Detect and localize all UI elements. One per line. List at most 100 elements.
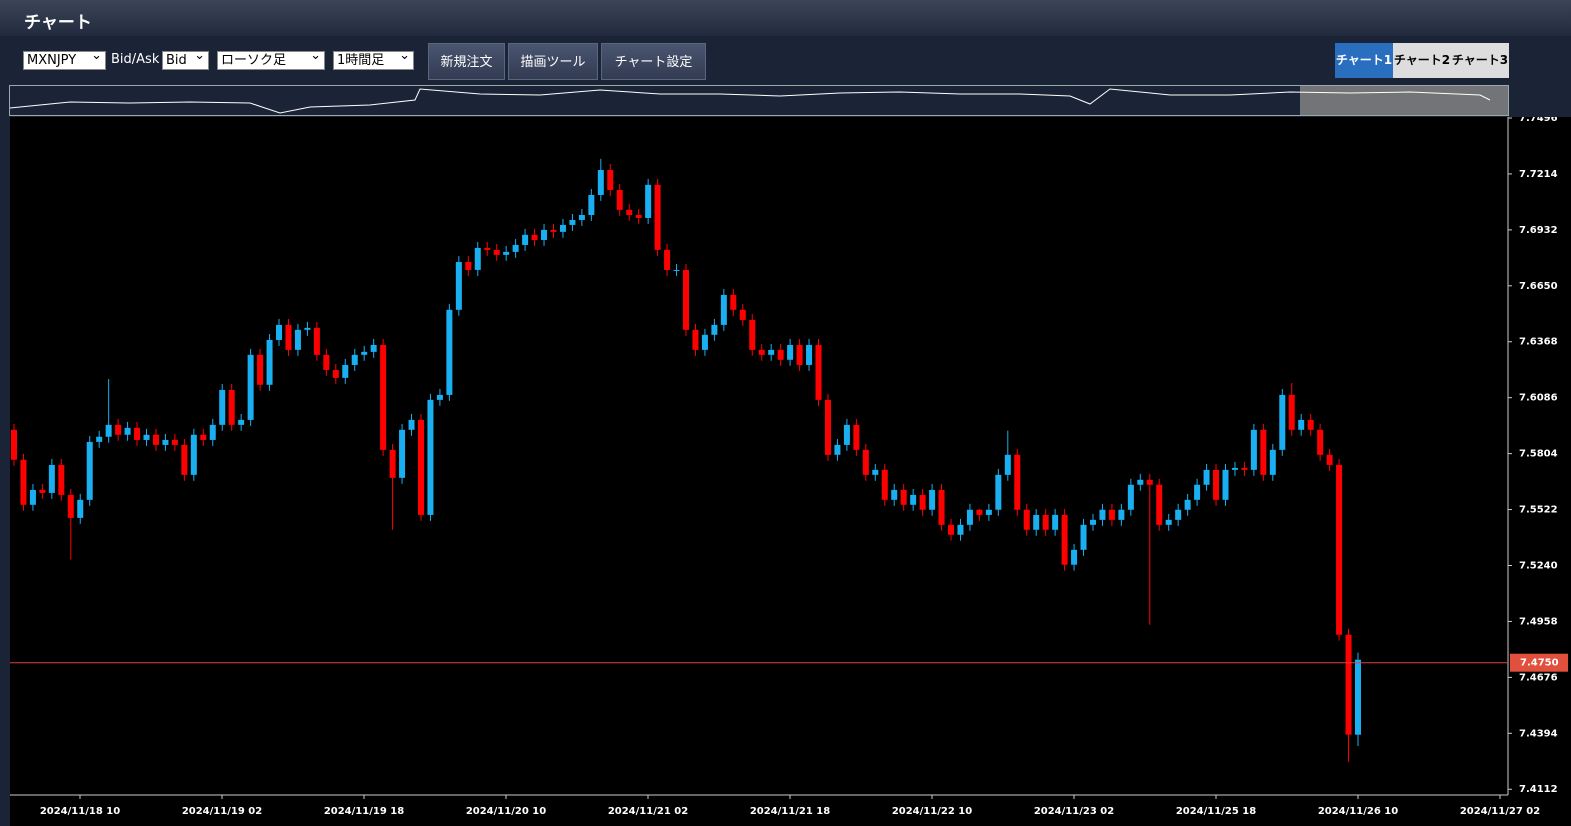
x-tick-label: 2024/11/25 18 xyxy=(1176,806,1256,817)
timeframe-select[interactable]: 1時間足 xyxy=(333,48,414,70)
price-type-label: Bid/Ask xyxy=(111,52,160,67)
candle-body xyxy=(1269,449,1276,475)
candle-body xyxy=(285,324,292,350)
candle-body xyxy=(853,424,860,450)
candle-body xyxy=(351,354,358,365)
y-tick-label: 7.6086 xyxy=(1519,393,1558,404)
button[interactable]: チャート設定 xyxy=(601,43,706,80)
candle-body xyxy=(1042,514,1049,530)
candle-body xyxy=(436,394,443,400)
candle-body xyxy=(1336,464,1343,635)
candle-body xyxy=(77,499,84,518)
y-tick-label: 7.7496 xyxy=(1519,117,1558,124)
candle-body xyxy=(408,419,415,430)
candle-body xyxy=(276,324,283,340)
current-price-label: 7.4750 xyxy=(1520,658,1559,669)
candle-body xyxy=(824,399,831,455)
candle-body xyxy=(966,509,973,525)
candle-body xyxy=(976,509,983,515)
x-tick-label: 2024/11/27 02 xyxy=(1460,806,1540,817)
navigator-line xyxy=(9,88,1491,114)
tab[interactable]: チャート2 xyxy=(1393,43,1451,78)
candle-body xyxy=(332,369,339,378)
candle-body xyxy=(1231,467,1238,470)
candle-body xyxy=(1071,549,1078,565)
candle-body xyxy=(948,524,955,535)
candle-body xyxy=(1175,509,1182,520)
candle-body xyxy=(257,354,264,385)
button[interactable]: 描画ツール xyxy=(508,43,598,80)
candle-body xyxy=(1326,454,1333,465)
candle-body xyxy=(1033,514,1040,530)
candle-body xyxy=(427,399,434,515)
x-tick-label: 2024/11/18 10 xyxy=(40,806,120,817)
candle-body xyxy=(1250,429,1257,470)
candle-body xyxy=(758,349,765,355)
candle-body xyxy=(294,329,301,350)
tab[interactable]: チャート3 xyxy=(1451,43,1509,78)
candle-body xyxy=(1146,479,1153,485)
candle-body xyxy=(219,389,226,425)
candle-body xyxy=(1345,634,1352,735)
candle-body xyxy=(399,429,406,478)
y-tick-label: 7.4112 xyxy=(1519,784,1558,795)
candle-body xyxy=(1118,509,1125,520)
title-bar: チャート xyxy=(0,0,1571,36)
candle-body xyxy=(872,469,879,475)
candle-body xyxy=(522,234,529,245)
candle-body xyxy=(124,427,131,435)
candle-body xyxy=(1203,469,1210,485)
candle-body xyxy=(664,249,671,270)
chart-style-select[interactable]: ローソク足 xyxy=(217,48,325,70)
candle-body xyxy=(1222,469,1229,500)
candle-body xyxy=(171,439,178,445)
button[interactable]: 新規注文 xyxy=(428,43,505,80)
y-tick-label: 7.4958 xyxy=(1519,616,1558,627)
candle-body xyxy=(787,344,794,360)
candle-body xyxy=(1317,429,1324,455)
candle-body xyxy=(266,339,273,385)
candle-body xyxy=(559,224,566,232)
navigator[interactable] xyxy=(9,85,1509,116)
current-price-box xyxy=(1510,653,1568,672)
tab[interactable]: チャート1 xyxy=(1335,43,1393,78)
navigator-window[interactable] xyxy=(1300,86,1508,115)
x-tick-label: 2024/11/20 10 xyxy=(466,806,546,817)
candle-body xyxy=(578,214,585,220)
candle-body xyxy=(48,464,55,493)
candle-body xyxy=(96,436,103,442)
candle-body xyxy=(58,464,65,495)
candle-body xyxy=(20,459,27,505)
candle-body xyxy=(626,209,633,215)
candle-body xyxy=(834,444,841,455)
candle-body xyxy=(389,449,396,478)
candle-body xyxy=(777,349,784,360)
candle-body xyxy=(1052,514,1059,530)
candle-body xyxy=(67,494,74,518)
candle-body xyxy=(749,319,756,350)
candle-body xyxy=(1156,484,1163,525)
candle-body xyxy=(985,509,992,515)
x-tick-label: 2024/11/21 02 xyxy=(608,806,688,817)
candle-body xyxy=(152,434,159,445)
candle-body xyxy=(484,247,491,250)
candle-body xyxy=(531,234,538,240)
x-tick-label: 2024/11/19 18 xyxy=(324,806,404,817)
candle-body xyxy=(181,444,188,475)
candle-body xyxy=(843,424,850,445)
candle-body xyxy=(1061,514,1068,565)
candle-body xyxy=(29,489,36,505)
candle-body xyxy=(1260,429,1267,475)
candle-body xyxy=(929,489,936,510)
candle-body xyxy=(654,184,661,250)
candle-body xyxy=(1213,469,1220,500)
candle-body xyxy=(503,251,510,255)
candle-body xyxy=(541,229,548,240)
price-type-select[interactable]: Bid xyxy=(162,48,209,70)
candle-body xyxy=(417,419,424,515)
candle-body xyxy=(39,489,46,493)
symbol-select[interactable]: MXNJPY xyxy=(23,48,106,70)
candle-body xyxy=(200,434,207,440)
candle-body xyxy=(891,489,898,500)
